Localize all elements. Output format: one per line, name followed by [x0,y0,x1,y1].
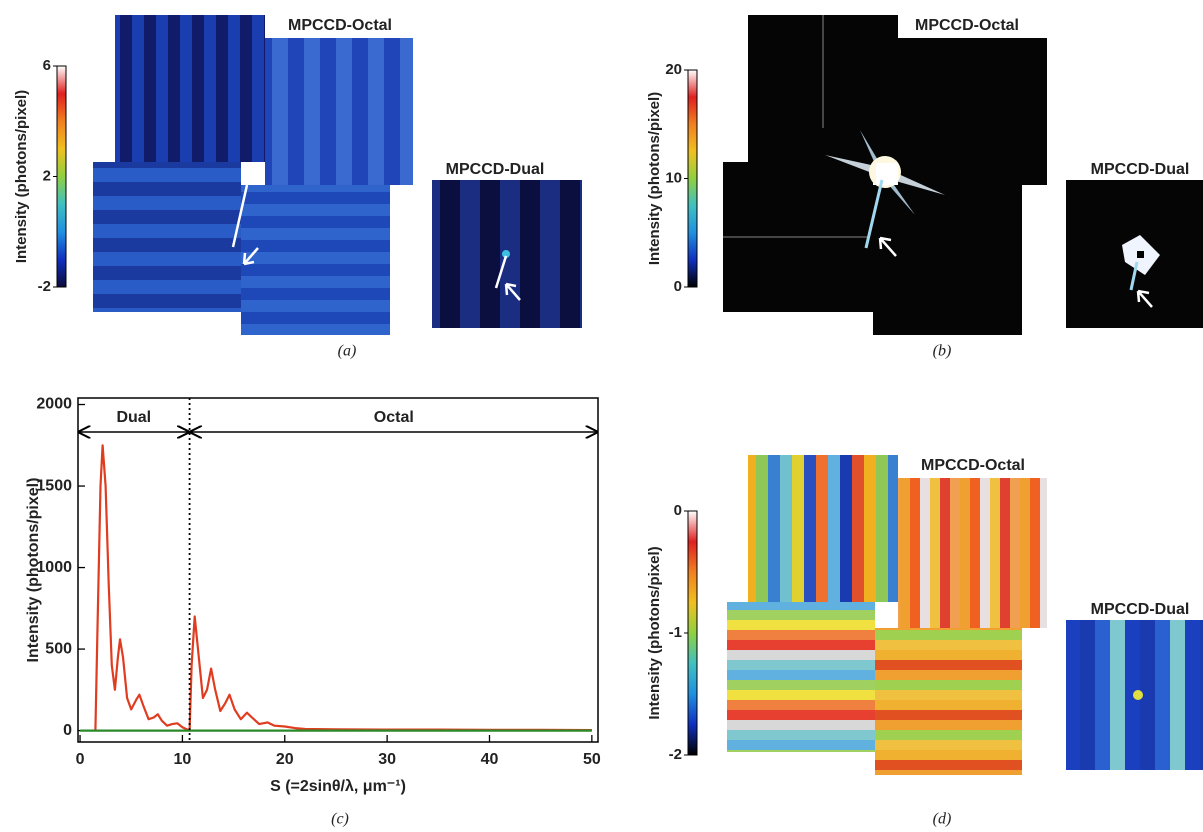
colorbar-label: Intensity (photons/pixel) [646,92,663,265]
colorbar [688,70,697,287]
colorbar [57,66,66,287]
detector-label: MPCCD-Octal [915,17,1019,34]
colorbar-tick-label: 0 [674,502,682,519]
y-tick-label: 0 [63,722,72,739]
detector-label: MPCCD-Dual [1091,601,1190,618]
panel-label: (c) [331,811,349,828]
colorbar [688,511,697,755]
y-axis-label: Intensity (photons/pixel) [25,478,42,663]
colorbar-tick-label: -2 [38,278,51,295]
figure: -2 2 6 Intensity (photons/pixel) MPCCD-Octal… [0,0,1203,832]
detector-label: MPCCD-Octal [921,457,1025,474]
colorbar-tick-label: -2 [669,746,682,763]
detector-label: MPCCD-Octal [288,17,392,34]
x-axis-label: S (=2sinθ/λ, μm⁻¹) [270,778,406,795]
x-tick-label: 30 [378,751,396,768]
colorbar-tick-label: 20 [665,61,682,78]
colorbar-label: Intensity (photons/pixel) [13,90,30,263]
x-tick-label: 20 [276,751,294,768]
plot-frame [78,398,598,742]
colorbar-tick-label: -1 [669,624,682,641]
detector-label: MPCCD-Dual [446,161,545,178]
y-tick-label: 500 [45,640,72,657]
colorbar-tick-label: 6 [43,57,51,74]
colorbar-label: Intensity (photons/pixel) [646,546,663,719]
detector-label: MPCCD-Dual [1091,161,1190,178]
range-label: Dual [116,409,151,426]
colorbar-tick-label: 0 [674,278,682,295]
x-tick-label: 10 [174,751,192,768]
colorbar-tick-label: 2 [43,167,51,184]
panel-label: (b) [933,343,952,360]
x-tick-label: 50 [583,751,601,768]
x-tick-label: 0 [76,751,85,768]
range-label: Octal [374,409,414,426]
panel-label: (a) [338,343,357,360]
x-tick-label: 40 [481,751,499,768]
panel-label: (d) [933,811,952,828]
y-tick-label: 2000 [36,396,72,413]
colorbar-tick-label: 10 [665,169,682,186]
data-line [95,445,592,730]
